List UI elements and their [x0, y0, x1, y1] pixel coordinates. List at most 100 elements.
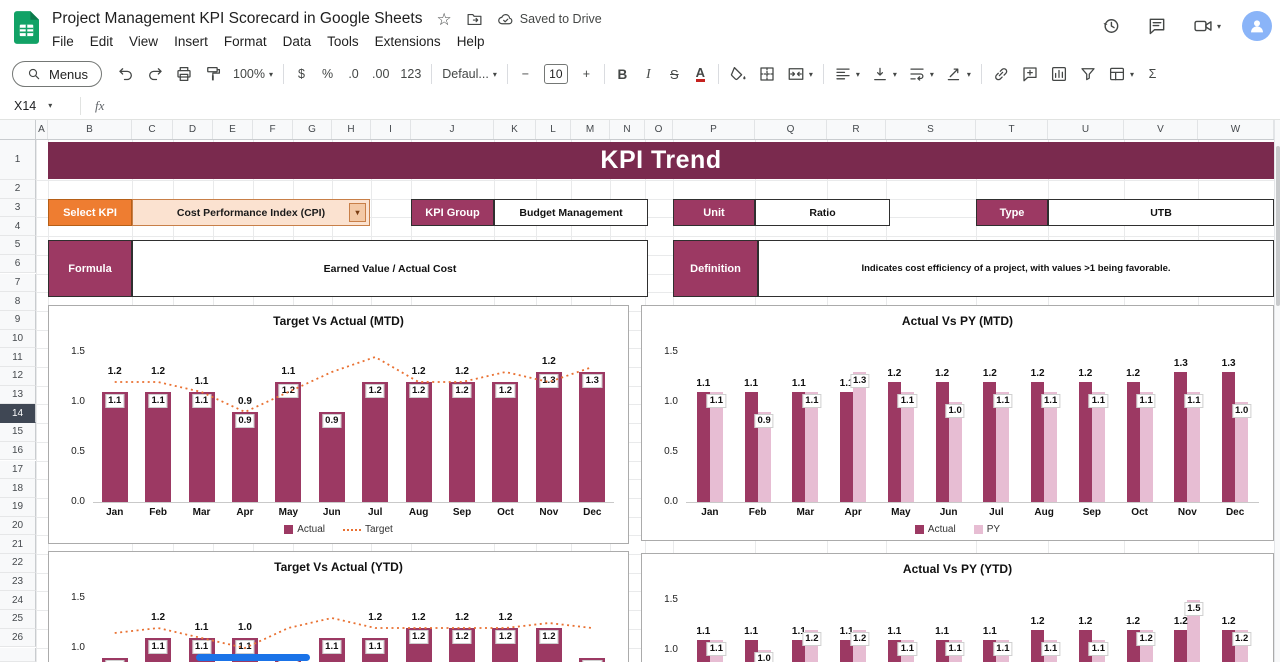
col-header-H[interactable]: H	[332, 120, 371, 139]
chart-actual-vs-py-mtd[interactable]: Actual Vs PY (MTD)0.00.51.01.5Jan1.11.1F…	[641, 305, 1274, 541]
row-header-19[interactable]: 19	[0, 498, 36, 517]
menus-search-button[interactable]: Menus	[12, 61, 102, 87]
row-header-3[interactable]: 3	[0, 199, 36, 218]
row-header-2[interactable]: 2	[0, 180, 36, 199]
row-header-27[interactable]	[0, 648, 36, 662]
functions-button[interactable]: Σ	[1140, 61, 1165, 87]
menu-insert[interactable]: Insert	[166, 32, 216, 51]
menu-extensions[interactable]: Extensions	[367, 32, 449, 51]
formula-input[interactable]	[104, 92, 1280, 119]
dropdown-arrow-icon[interactable]: ▾	[349, 203, 366, 222]
col-header-N[interactable]: N	[610, 120, 645, 139]
col-header-G[interactable]: G	[293, 120, 332, 139]
chart-target-vs-actual-mtd[interactable]: Target Vs Actual (MTD)0.00.51.01.5Jan1.1…	[48, 305, 629, 544]
menu-tools[interactable]: Tools	[319, 32, 367, 51]
menu-data[interactable]: Data	[275, 32, 320, 51]
font-size-button[interactable]: 10	[539, 61, 573, 87]
more-formats-button[interactable]: 123	[395, 61, 426, 87]
row-header-18[interactable]: 18	[0, 479, 36, 498]
col-header-F[interactable]: F	[253, 120, 293, 139]
star-icon[interactable]: ☆	[436, 11, 451, 28]
text-color-button[interactable]: A	[688, 61, 713, 87]
name-box[interactable]: X14 ▾	[0, 99, 76, 113]
sheet-grid[interactable]: KPI Trend Select KPI Cost Performance In…	[0, 140, 1274, 662]
vertical-scrollbar-thumb[interactable]	[1276, 146, 1280, 306]
col-header-D[interactable]: D	[173, 120, 213, 139]
menu-help[interactable]: Help	[449, 32, 493, 51]
row-header-13[interactable]: 13	[0, 386, 36, 405]
insert-chart-icon[interactable]	[1045, 61, 1073, 87]
move-folder-icon[interactable]	[466, 11, 483, 28]
row-header-14[interactable]: 14	[0, 404, 36, 423]
col-header-O[interactable]: O	[645, 120, 673, 139]
col-header-E[interactable]: E	[213, 120, 253, 139]
sheets-logo-icon[interactable]	[14, 11, 39, 49]
row-header-20[interactable]: 20	[0, 517, 36, 536]
col-header-C[interactable]: C	[132, 120, 173, 139]
col-header-V[interactable]: V	[1124, 120, 1198, 139]
menu-view[interactable]: View	[121, 32, 166, 51]
horizontal-align-icon[interactable]: ▾	[829, 61, 865, 87]
col-header-K[interactable]: K	[494, 120, 536, 139]
menu-file[interactable]: File	[44, 32, 82, 51]
horizontal-scrollbar-thumb[interactable]	[196, 654, 310, 661]
col-header-I[interactable]: I	[371, 120, 411, 139]
insert-comment-icon[interactable]	[1016, 61, 1044, 87]
menu-format[interactable]: Format	[216, 32, 275, 51]
row-header-12[interactable]: 12	[0, 367, 36, 386]
row-header-6[interactable]: 6	[0, 255, 36, 274]
col-header-J[interactable]: J	[411, 120, 494, 139]
select-all-corner[interactable]	[0, 120, 36, 139]
zoom-button[interactable]: 100%▾	[228, 61, 278, 87]
row-header-7[interactable]: 7	[0, 274, 36, 293]
decrease-decimal-places-button[interactable]: .0	[341, 61, 366, 87]
chart-actual-vs-py-ytd[interactable]: Actual Vs PY (YTD)0.00.51.01.5Jan1.11.1F…	[641, 553, 1274, 662]
row-header-16[interactable]: 16	[0, 442, 36, 461]
row-header-25[interactable]: 25	[0, 610, 36, 629]
format-currency-button[interactable]: $	[289, 61, 314, 87]
table-views-icon[interactable]: ▾	[1103, 61, 1139, 87]
col-header-A[interactable]: A	[36, 120, 48, 139]
col-header-L[interactable]: L	[536, 120, 571, 139]
col-header-B[interactable]: B	[48, 120, 132, 139]
kpi-select-dropdown[interactable]: Cost Performance Index (CPI) ▾	[132, 199, 370, 226]
font-button[interactable]: Defaul...▾	[437, 61, 502, 87]
row-header-21[interactable]: 21	[0, 535, 36, 554]
avatar[interactable]	[1242, 11, 1272, 41]
row-header-15[interactable]: 15	[0, 423, 36, 442]
row-header-4[interactable]: 4	[0, 217, 36, 236]
meet-icon[interactable]: ▾	[1188, 13, 1226, 39]
print-icon[interactable]	[170, 61, 198, 87]
merge-cells-icon[interactable]: ▾	[782, 61, 818, 87]
increase-decimal-places-button[interactable]: .00	[367, 61, 394, 87]
row-header-1[interactable]: 1	[0, 140, 36, 180]
col-header-W[interactable]: W	[1198, 120, 1274, 139]
row-header-9[interactable]: 9	[0, 311, 36, 330]
col-header-Q[interactable]: Q	[755, 120, 827, 139]
fill-color-icon[interactable]	[724, 61, 752, 87]
borders-icon[interactable]	[753, 61, 781, 87]
col-header-T[interactable]: T	[976, 120, 1048, 139]
vertical-align-icon[interactable]: ▾	[866, 61, 902, 87]
row-header-10[interactable]: 10	[0, 330, 36, 349]
menu-edit[interactable]: Edit	[82, 32, 121, 51]
paint-format-icon[interactable]	[199, 61, 227, 87]
col-header-P[interactable]: P	[673, 120, 755, 139]
row-header-24[interactable]: 24	[0, 591, 36, 610]
col-header-S[interactable]: S	[886, 120, 976, 139]
row-header-22[interactable]: 22	[0, 554, 36, 573]
col-header-R[interactable]: R	[827, 120, 886, 139]
row-header-8[interactable]: 8	[0, 292, 36, 311]
vertical-scrollbar[interactable]	[1274, 120, 1280, 662]
increase-font-size-button[interactable]: +	[574, 61, 599, 87]
version-history-icon[interactable]	[1096, 13, 1126, 39]
italic-button[interactable]: I	[636, 61, 661, 87]
create-filter-icon[interactable]	[1074, 61, 1102, 87]
comments-icon[interactable]	[1142, 13, 1172, 39]
redo-icon[interactable]	[141, 61, 169, 87]
col-header-M[interactable]: M	[571, 120, 610, 139]
format-percent-button[interactable]: %	[315, 61, 340, 87]
undo-icon[interactable]	[112, 61, 140, 87]
row-header-5[interactable]: 5	[0, 236, 36, 255]
row-header-11[interactable]: 11	[0, 348, 36, 367]
